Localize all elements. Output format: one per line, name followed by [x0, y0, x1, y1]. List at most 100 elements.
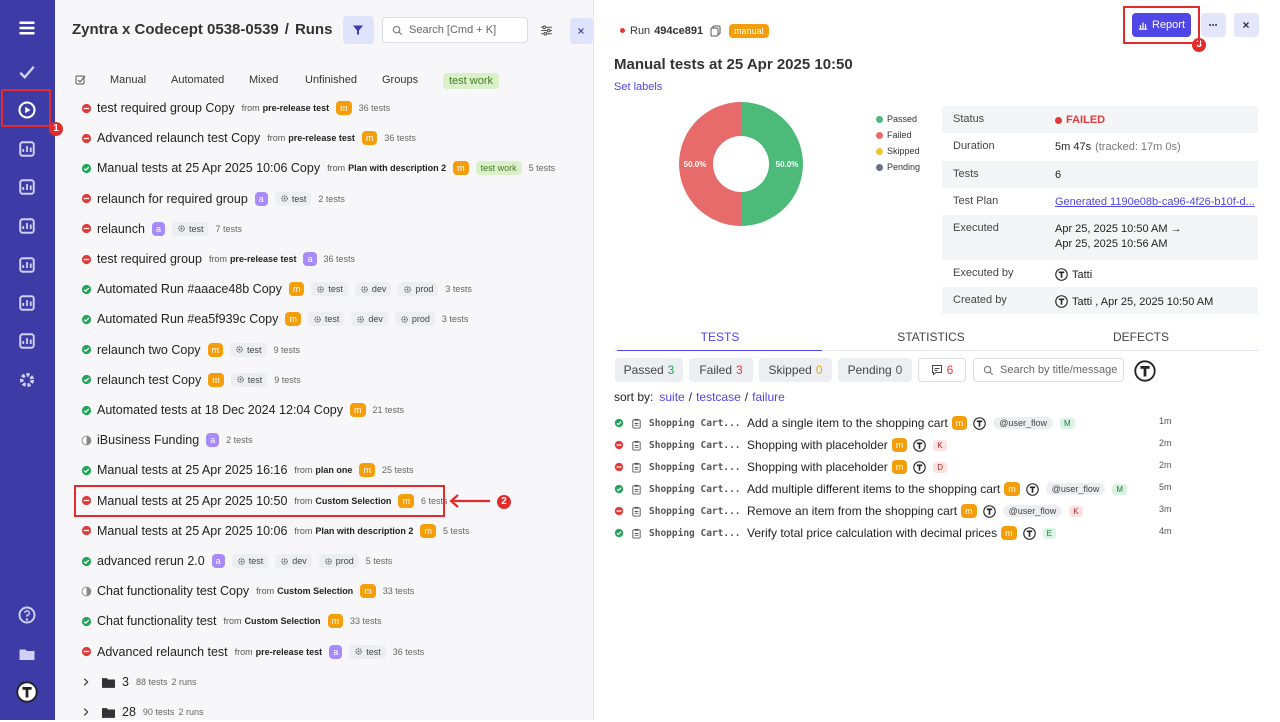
close-panel-button[interactable]	[570, 18, 593, 44]
env-tag-text: test	[366, 646, 381, 657]
detail-tab[interactable]: DEFECTS	[1112, 330, 1169, 344]
test-row[interactable]: Shopping Cart... Verify total price calcu…	[614, 523, 1174, 543]
filter-name: Passed	[623, 363, 664, 377]
run-row[interactable]: Advanced relaunch test from pre-release te…	[81, 642, 424, 662]
gear-icon	[280, 194, 289, 203]
detail-value: Tatti	[1055, 268, 1092, 281]
run-row[interactable]: relaunch two Copy m test 9 tests	[81, 340, 300, 360]
assignee-avatar	[913, 438, 927, 452]
suite-name: Shopping Cart...	[649, 505, 741, 517]
run-row[interactable]: test required group Copy from pre-release …	[81, 98, 390, 118]
settings-icon	[540, 24, 553, 37]
run-title: relaunch	[97, 221, 145, 236]
run-row[interactable]: Manual tests at 25 Apr 2025 10:06 Copy fr…	[81, 158, 555, 178]
run-row[interactable]: test required group from pre-release test a…	[81, 249, 355, 269]
run-row[interactable]: Advanced relaunch test Copy from pre-relea…	[81, 128, 416, 148]
search-box[interactable]: Search [Cmd + K]	[382, 17, 528, 43]
sort-option[interactable]: suite	[659, 390, 685, 404]
kind-badge: m	[951, 416, 968, 430]
run-row[interactable]: Manual tests at 25 Apr 2025 10:50 from Cus…	[81, 491, 447, 511]
run-row[interactable]: relaunch test Copy m test 9 tests	[81, 370, 301, 390]
group-row[interactable]: 3 88 tests 2 runs	[81, 672, 197, 692]
set-labels-link[interactable]: Set labels	[614, 81, 663, 93]
test-row[interactable]: Shopping Cart... Shopping with placeholde…	[614, 457, 1174, 477]
status-icon	[81, 616, 92, 627]
test-count: 36 tests	[392, 646, 425, 657]
status-filter[interactable]: Failed 3	[689, 358, 753, 382]
active-tab-underline	[617, 350, 822, 351]
status-icon-glyph	[81, 586, 92, 597]
plan-name: pre-release test	[262, 103, 330, 113]
test-row[interactable]: Shopping Cart... Remove an item from the …	[614, 501, 1174, 521]
status-icon	[614, 462, 624, 472]
more-button[interactable]	[1201, 13, 1226, 37]
run-row[interactable]: Automated tests at 18 Dec 2024 12:04 Cop…	[81, 400, 404, 420]
search-icon	[392, 25, 403, 36]
status-filter[interactable]: 6	[918, 358, 966, 382]
assignee-avatar-glyph	[913, 438, 927, 452]
run-row[interactable]: relaunch for required group a test 2 tests	[81, 189, 345, 209]
status-icon	[81, 133, 92, 144]
run-row[interactable]: iBusiness Funding a 2 tests	[81, 430, 253, 450]
run-kind-badge: a	[303, 252, 317, 266]
status-dot	[620, 28, 625, 33]
status-filter[interactable]: Pending 0	[838, 358, 912, 382]
close-button[interactable]	[1234, 13, 1259, 37]
donut-slice	[741, 102, 803, 226]
env-tag: test	[171, 221, 209, 236]
test-row[interactable]: Shopping Cart... Shopping with placeholde…	[614, 435, 1174, 455]
run-row[interactable]: Manual tests at 25 Apr 2025 10:06 from Pla…	[81, 521, 469, 541]
status-filter[interactable]: Skipped 0	[759, 358, 832, 382]
test-count: 6 tests	[420, 495, 448, 506]
report-button[interactable]: Report	[1132, 13, 1191, 37]
run-row[interactable]: Manual tests at 25 Apr 2025 16:16 from pla…	[81, 460, 413, 480]
group-row[interactable]: 28 90 tests 2 runs	[81, 702, 203, 722]
status-icon	[81, 525, 92, 536]
detail-row: Created by Tatti , Apr 25, 2025 10:50 AM	[942, 287, 1258, 315]
filter-tab[interactable]: test work	[443, 73, 500, 89]
test-search[interactable]: Search by title/message	[973, 358, 1124, 382]
status-filter[interactable]: Passed 3	[615, 358, 683, 382]
sort-option[interactable]: testcase	[696, 390, 741, 404]
sidebar-icon	[18, 217, 36, 235]
arrow-glyph	[449, 493, 490, 508]
assignee-avatar	[913, 460, 927, 474]
copy-icon-glyph	[710, 25, 721, 37]
detail-value: Apr 25, 2025 10:50 AM → Apr 25, 2025 10:5…	[1055, 223, 1182, 250]
filter-tab[interactable]: Groups	[382, 74, 419, 86]
legend-item: Pending	[876, 162, 920, 172]
test-count: 3 tests	[441, 314, 469, 325]
filter-button[interactable]	[343, 16, 374, 44]
sort-option[interactable]: failure	[752, 390, 785, 404]
status-icon-glyph	[81, 163, 92, 173]
detail-tab[interactable]: STATISTICS	[897, 330, 965, 344]
plan-name: pre-release test	[288, 133, 355, 144]
filter-tab[interactable]: Automated	[171, 74, 225, 86]
filter-count: 0	[815, 363, 823, 377]
folder-icon	[102, 676, 115, 689]
run-row[interactable]: Chat functionality test Copy from Custom S…	[81, 581, 414, 601]
run-row[interactable]: Automated Run #ea5f939c Copy m test dev prod…	[81, 309, 468, 329]
user-name: Tatti	[1072, 268, 1093, 281]
filter-tab[interactable]: Mixed	[249, 74, 279, 86]
run-row[interactable]: Automated Run #aaace48b Copy m test dev prod…	[81, 279, 472, 299]
sidebar-icon	[18, 645, 36, 663]
from-label: from	[267, 133, 286, 144]
test-plan-link[interactable]: Generated 1190e08b-ca96-4f26-b10f-d...	[1055, 196, 1255, 208]
run-row[interactable]: Chat functionality test from Custom Select…	[81, 611, 382, 631]
sidebar	[0, 0, 55, 720]
test-row[interactable]: Shopping Cart... Add multiple different i…	[614, 479, 1174, 499]
test-count: 36 tests	[358, 103, 391, 113]
filter-tab[interactable]: Manual	[110, 74, 147, 86]
env-tag-text: prod	[335, 556, 354, 566]
run-title: test required group	[97, 252, 202, 266]
status-icon-glyph	[81, 224, 92, 234]
detail-tab[interactable]: TESTS	[700, 330, 740, 344]
run-row[interactable]: advanced rerun 2.0 a test dev prod 5 tests	[81, 551, 392, 571]
from-label: from	[256, 586, 275, 597]
status-icon	[614, 440, 624, 450]
sidebar-icon	[18, 140, 36, 158]
filter-tab[interactable]: Unfinished	[305, 74, 357, 86]
run-row[interactable]: relaunch a test 7 tests	[81, 219, 242, 239]
test-row[interactable]: Shopping Cart... Add a single item to the…	[614, 413, 1174, 433]
